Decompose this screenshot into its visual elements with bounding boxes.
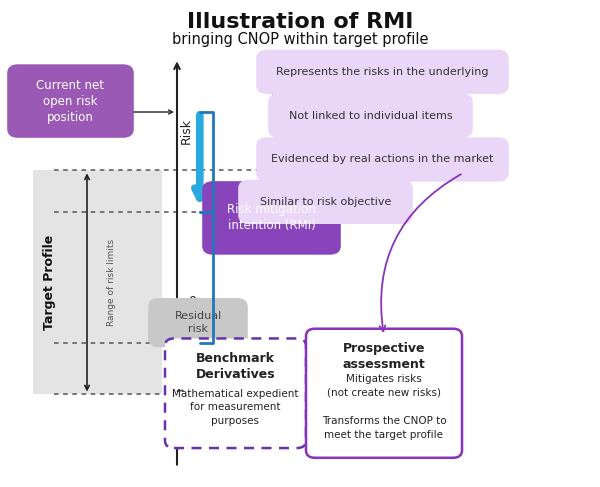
Text: Range of risk limits: Range of risk limits xyxy=(107,239,115,326)
Text: Risk mitigation
intention (RMI): Risk mitigation intention (RMI) xyxy=(227,204,316,232)
Text: Similar to risk objective: Similar to risk objective xyxy=(260,197,391,207)
Text: bringing CNOP within target profile: bringing CNOP within target profile xyxy=(172,32,428,47)
Text: Mathematical expedient
for measurement
purposes: Mathematical expedient for measurement p… xyxy=(172,389,299,426)
Text: Prospective
assessment: Prospective assessment xyxy=(343,342,425,371)
FancyBboxPatch shape xyxy=(268,94,473,138)
FancyBboxPatch shape xyxy=(202,181,341,255)
FancyBboxPatch shape xyxy=(306,329,462,458)
FancyBboxPatch shape xyxy=(165,338,306,448)
Text: Evidenced by real actions in the market: Evidenced by real actions in the market xyxy=(271,154,494,165)
Text: 0: 0 xyxy=(188,296,196,308)
FancyBboxPatch shape xyxy=(238,180,413,224)
Text: Target Profile: Target Profile xyxy=(43,235,56,330)
FancyBboxPatch shape xyxy=(256,137,509,182)
Text: Current net
open risk
position: Current net open risk position xyxy=(37,78,104,124)
FancyBboxPatch shape xyxy=(256,50,509,94)
Text: Mitigates risks
(not create new risks)

Transforms the CNOP to
meet the target p: Mitigates risks (not create new risks) T… xyxy=(322,374,446,440)
Text: Not linked to individual items: Not linked to individual items xyxy=(289,111,452,121)
Text: Illustration of RMI: Illustration of RMI xyxy=(187,12,413,32)
Text: Residual
risk: Residual risk xyxy=(175,312,221,334)
FancyBboxPatch shape xyxy=(7,64,134,138)
Text: Risk: Risk xyxy=(179,118,193,145)
FancyBboxPatch shape xyxy=(148,298,248,347)
Text: Benchmark
Derivatives: Benchmark Derivatives xyxy=(196,352,275,381)
FancyBboxPatch shape xyxy=(33,170,162,394)
Text: Represents the risks in the underlying: Represents the risks in the underlying xyxy=(276,67,489,77)
